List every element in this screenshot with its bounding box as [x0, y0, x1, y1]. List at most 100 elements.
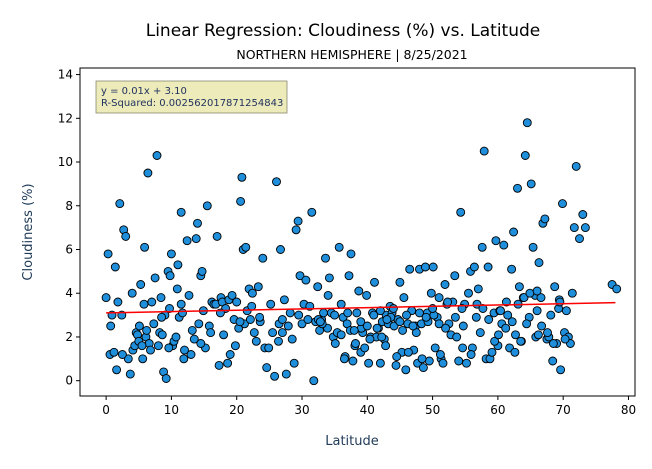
data-point: [494, 330, 503, 340]
data-point: [456, 207, 466, 217]
data-point: [454, 356, 464, 366]
data-point: [381, 341, 391, 351]
data-point: [194, 319, 204, 329]
data-point: [101, 293, 111, 303]
data-point: [303, 315, 313, 324]
chart-title: Linear Regression: Cloudiness (%) vs. La…: [146, 21, 541, 41]
data-point: [339, 354, 349, 364]
data-point: [501, 323, 511, 333]
data-point: [464, 288, 473, 298]
data-point: [537, 321, 547, 331]
y-axis-label: Cloudiness (%): [21, 183, 36, 280]
data-point: [452, 332, 462, 342]
data-point: [377, 332, 387, 342]
data-point: [172, 284, 182, 294]
data-point: [370, 277, 379, 287]
data-point: [484, 315, 494, 324]
data-point: [466, 350, 476, 359]
data-point: [161, 374, 171, 383]
data-point: [277, 315, 287, 324]
data-point: [140, 242, 150, 252]
data-point: [477, 242, 487, 252]
data-point: [182, 236, 192, 246]
data-point: [561, 306, 571, 316]
data-point: [147, 297, 157, 307]
x-tick-label: 20: [229, 403, 244, 417]
data-point: [272, 177, 281, 187]
data-point: [297, 319, 307, 329]
data-point: [507, 264, 517, 274]
data-point: [180, 345, 189, 355]
data-point: [293, 216, 303, 226]
data-point: [285, 308, 295, 318]
data-point: [146, 345, 155, 355]
data-point: [469, 262, 479, 272]
data-point: [352, 308, 362, 318]
data-point: [189, 334, 199, 344]
data-point: [479, 146, 489, 156]
data-point: [516, 336, 526, 346]
data-point: [323, 290, 333, 300]
y-tick-label: 0: [65, 374, 73, 388]
data-point: [369, 310, 379, 320]
data-point: [197, 266, 207, 276]
data-point: [420, 262, 430, 272]
data-point: [372, 323, 382, 333]
data-point: [324, 273, 334, 283]
data-point: [139, 299, 149, 309]
data-point: [458, 343, 468, 353]
data-point: [428, 262, 438, 272]
data-point: [113, 297, 123, 307]
data-point: [483, 262, 493, 272]
data-point: [247, 288, 257, 298]
data-point: [398, 325, 408, 335]
data-point: [408, 321, 418, 331]
data-point: [418, 363, 428, 373]
annotation-r-squared: R-Squared: 0.002562017871254843: [101, 98, 283, 109]
data-point: [202, 201, 212, 211]
data-point: [475, 328, 485, 338]
data-point: [330, 310, 340, 320]
data-point: [307, 207, 317, 217]
data-point: [301, 275, 311, 285]
x-axis-label: Latitude: [325, 434, 379, 449]
data-point: [279, 295, 289, 305]
data-point: [399, 293, 409, 303]
data-point: [578, 210, 588, 219]
y-tick-label: 10: [58, 155, 73, 169]
data-point: [392, 352, 402, 362]
data-point: [214, 360, 224, 370]
data-point: [138, 354, 148, 364]
data-point: [580, 223, 590, 233]
data-point: [522, 319, 532, 329]
data-point: [343, 308, 353, 318]
data-point: [171, 332, 181, 342]
data-point: [458, 321, 468, 331]
data-point: [232, 297, 242, 307]
data-point: [153, 341, 163, 351]
data-point: [137, 341, 147, 351]
y-tick-label: 14: [58, 68, 73, 82]
data-point: [450, 271, 460, 281]
data-point: [349, 325, 359, 335]
data-point: [150, 273, 160, 283]
data-point: [382, 315, 392, 324]
x-tick-label: 10: [164, 403, 179, 417]
data-point: [430, 343, 440, 353]
data-point: [227, 290, 237, 300]
data-point: [514, 282, 524, 292]
data-point: [543, 328, 552, 338]
data-point: [354, 286, 364, 296]
data-point: [287, 334, 297, 344]
data-point: [548, 339, 558, 348]
data-point: [106, 321, 116, 331]
data-point: [575, 234, 584, 244]
data-point: [166, 249, 176, 259]
data-point: [417, 354, 427, 364]
data-point: [528, 242, 538, 252]
data-point: [315, 317, 325, 327]
data-point: [336, 330, 346, 340]
data-point: [241, 242, 251, 252]
data-point: [112, 365, 122, 375]
x-tick-label: 60: [490, 403, 505, 417]
